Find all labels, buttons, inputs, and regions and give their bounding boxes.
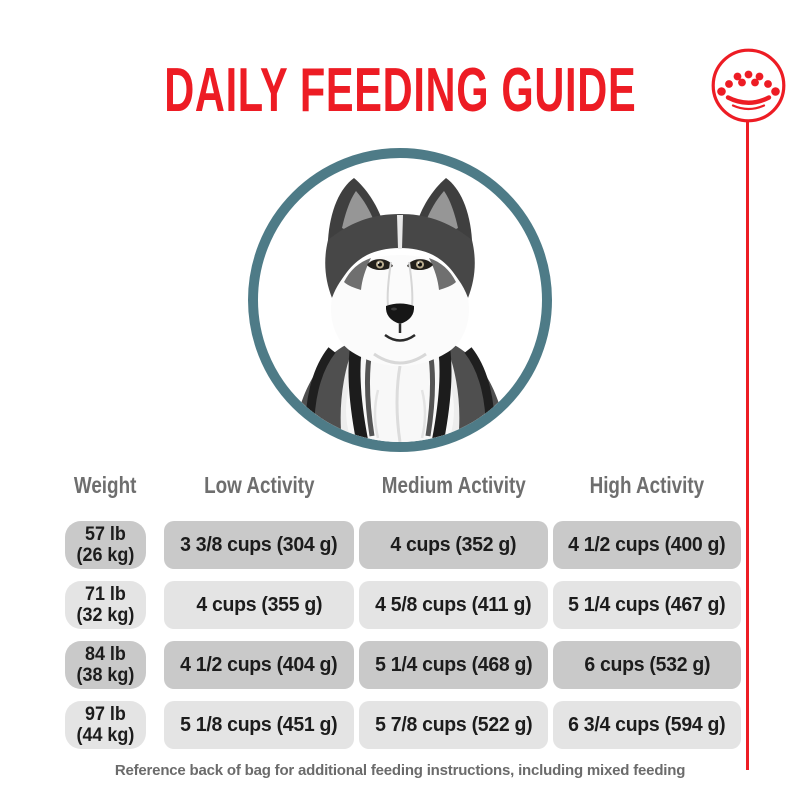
low-activity-cell: 3 3/8 cups (304 g)	[164, 521, 354, 569]
header-low-activity: Low Activity	[203, 471, 315, 498]
low-activity-cell: 4 1/2 cups (404 g)	[164, 641, 354, 689]
page-title-text: DAILY FEEDING GUIDE	[163, 56, 637, 125]
feeding-table: Weight Low Activity Medium Activity High…	[65, 468, 741, 761]
table-row: 97 lb (44 kg) 5 1/8 cups (451 g) 5 7/8 cu…	[65, 701, 741, 749]
table-row: 84 lb (38 kg) 4 1/2 cups (404 g) 5 1/4 cu…	[65, 641, 741, 689]
weight-cell: 57 lb (26 kg)	[65, 521, 146, 569]
low-activity-cell: 5 1/8 cups (451 g)	[164, 701, 354, 749]
weight-kg: (32 kg)	[76, 604, 135, 626]
high-activity-cell: 5 1/4 cups (467 g)	[553, 581, 741, 629]
weight-cell: 84 lb (38 kg)	[65, 641, 146, 689]
page-title: DAILY FEEDING GUIDE	[0, 60, 800, 122]
medium-activity-cell: 4 cups (352 g)	[359, 521, 548, 569]
high-activity-cell: 6 3/4 cups (594 g)	[553, 701, 741, 749]
table-row: 71 lb (32 kg) 4 cups (355 g) 4 5/8 cups (…	[65, 581, 741, 629]
header-medium-activity: Medium Activity	[381, 471, 526, 498]
header-weight: Weight	[74, 471, 137, 498]
weight-cell: 97 lb (44 kg)	[65, 701, 146, 749]
low-activity-cell: 4 cups (355 g)	[164, 581, 354, 629]
high-activity-cell: 4 1/2 cups (400 g)	[553, 521, 741, 569]
feeding-table-header-row: Weight Low Activity Medium Activity High…	[65, 468, 741, 502]
weight-lb: 84 lb	[85, 643, 126, 665]
medium-activity-cell: 5 7/8 cups (522 g)	[359, 701, 548, 749]
crown-icon	[711, 48, 786, 123]
husky-dog-image	[292, 178, 508, 442]
medium-activity-cell: 4 5/8 cups (411 g)	[359, 581, 548, 629]
weight-kg: (44 kg)	[76, 724, 135, 746]
brand-vertical-rule	[746, 121, 749, 770]
weight-lb: 71 lb	[85, 583, 126, 605]
weight-lb: 97 lb	[85, 703, 126, 725]
footnote-text: Reference back of bag for additional fee…	[114, 762, 686, 779]
header-high-activity: High Activity	[589, 471, 705, 498]
weight-lb: 57 lb	[85, 523, 126, 545]
weight-kg: (38 kg)	[76, 664, 135, 686]
weight-kg: (26 kg)	[76, 544, 135, 566]
dog-photo-circle	[248, 148, 552, 452]
table-row: 57 lb (26 kg) 3 3/8 cups (304 g) 4 cups (…	[65, 521, 741, 569]
weight-cell: 71 lb (32 kg)	[65, 581, 146, 629]
medium-activity-cell: 5 1/4 cups (468 g)	[359, 641, 548, 689]
high-activity-cell: 6 cups (532 g)	[553, 641, 741, 689]
brand-logo	[710, 47, 787, 124]
